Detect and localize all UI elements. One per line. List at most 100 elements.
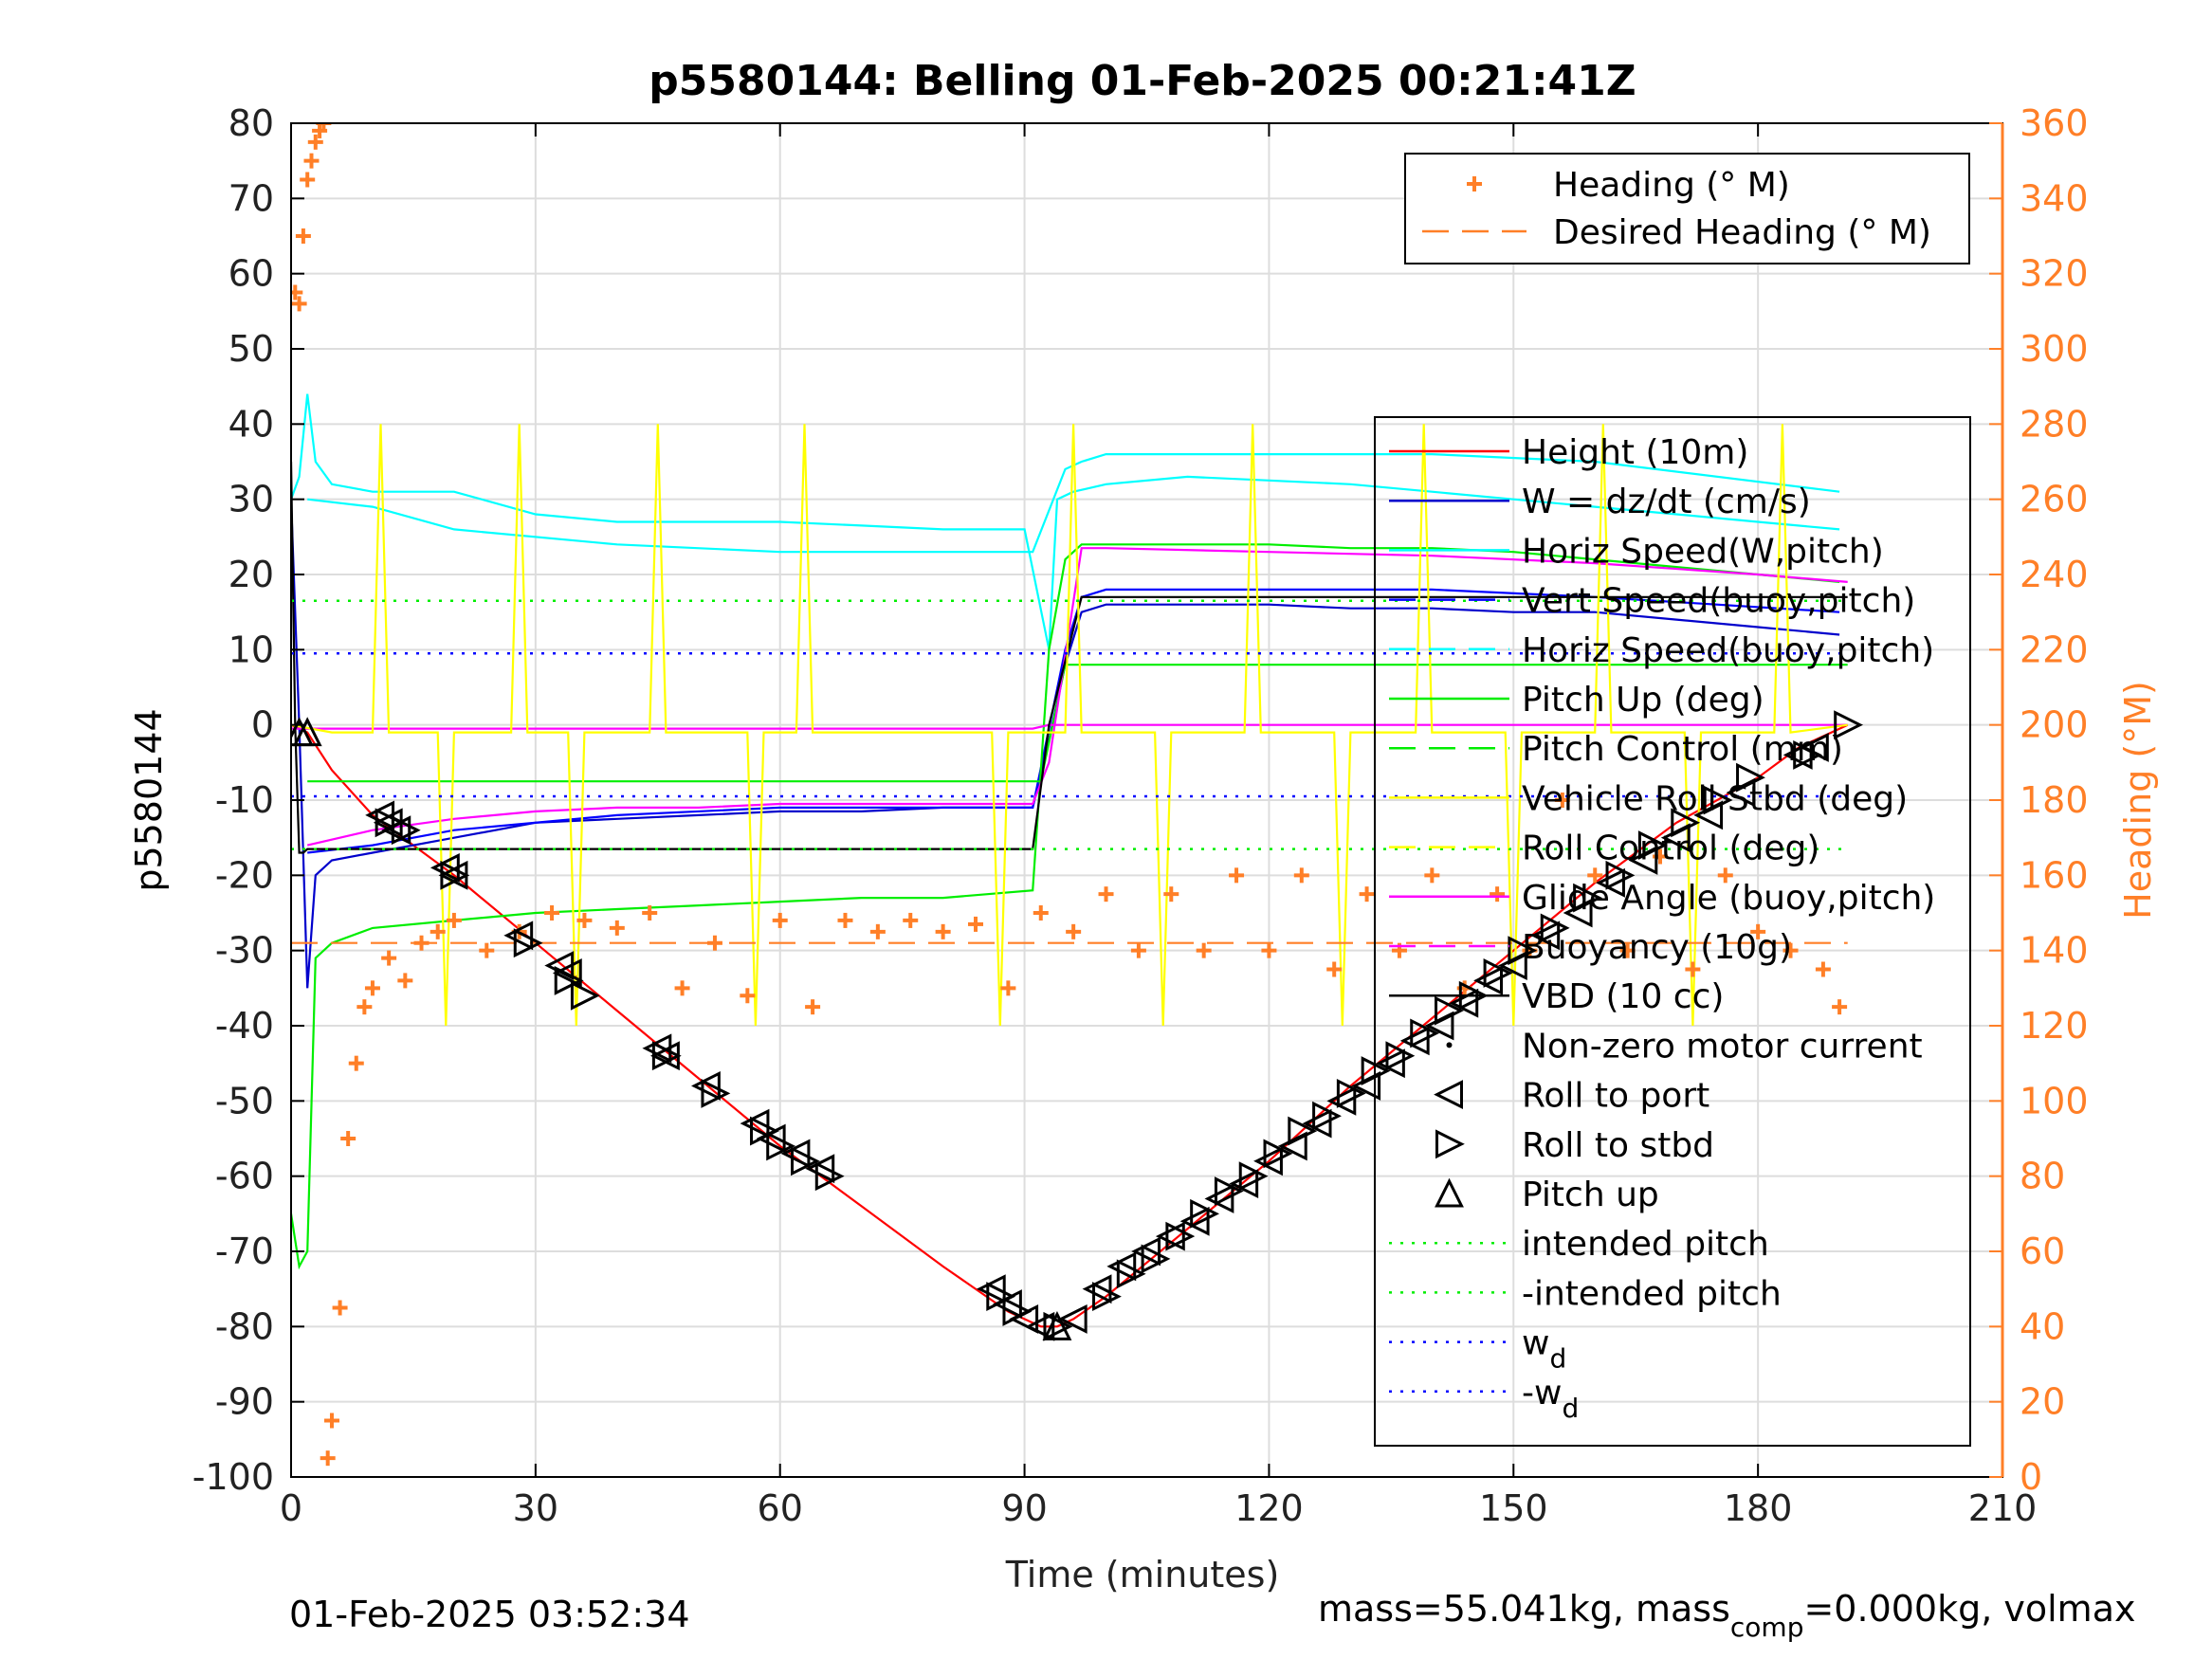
roll-stbd-marker [1043,1311,1073,1341]
y-tick-label-left: 70 [229,177,274,219]
main-legend-box [1374,416,1971,1447]
y-tick-label-right: 160 [2020,854,2089,896]
series-layer [291,123,1849,1467]
x-tick-label: 90 [1001,1487,1047,1529]
y-tick-label-right: 280 [2020,403,2089,445]
y-axis-label-left: p5580144 [128,708,170,891]
heading-legend-item: Heading (° M) [1467,166,1790,205]
heading-point [576,912,593,928]
main-legend-item: Height (10m) [1389,433,1748,472]
x-tick-label: 60 [758,1487,803,1529]
roll-stbd-marker [1483,958,1513,988]
heading-point [642,905,658,921]
roll-port-marker [1530,921,1561,951]
y-tick-label-left: -50 [215,1080,274,1121]
main-legend-item: wd [1389,1324,1566,1375]
heading-point [1359,886,1375,902]
roll-port-marker [1204,1184,1234,1213]
roll-stbd-marker [1671,808,1701,838]
main-legend: Height (10m) W = dz/dt (cm/s) Horiz Speed(… [1374,416,1971,1447]
main-legend-label: Roll to stbd [1522,1126,1714,1165]
roll-stbd-marker [766,1131,796,1161]
heading-point [340,1131,356,1146]
x-tick-label: 0 [280,1487,302,1529]
y-tick-label-right: 40 [2020,1305,2065,1347]
heading-point [1000,980,1016,996]
y-tick-label-left: -20 [215,854,274,896]
roll-stbd-marker [1214,1176,1244,1206]
roll-stbd-marker [1116,1259,1146,1289]
y-tick-label-left: -30 [215,930,274,972]
heading-point [291,284,303,301]
main-legend-label-sub: d [1562,1393,1579,1424]
roll-stbd-marker [651,1041,682,1071]
y-tick-label-right: 240 [2020,554,2089,595]
roll-port-marker [1179,1206,1210,1236]
series-line [291,393,1840,650]
heading-point [1424,867,1440,884]
roll-port-marker [976,1274,1006,1304]
heading-legend-box [1404,153,1970,264]
y-tick-label-left: -90 [215,1381,274,1423]
roll-port-marker [1302,1108,1332,1139]
y-tick-label-right: 140 [2020,930,2089,972]
legend-swatch [1434,1080,1463,1110]
heading-point [903,912,919,928]
series-line [291,723,1848,730]
main-legend-label-text: intended pitch [1522,1225,1769,1264]
roll-stbd-marker [1637,830,1668,861]
heading-point [397,973,413,989]
main-legend-label-text: W = dz/dt (cm/s) [1522,483,1811,521]
heading-point [1717,867,1733,884]
heading-point [1587,867,1603,884]
roll-port-marker [740,1108,770,1139]
main-legend-item: W = dz/dt (cm/s) [1389,483,1811,521]
y-tick-label-left: 0 [251,704,274,746]
main-legend-label: Buoyancy (10g) [1522,928,1792,967]
heading-point [303,153,320,169]
main-legend-label-text: Glide Angle (buoy,pitch) [1522,879,1935,918]
heading-point [1815,961,1831,977]
series-line [307,453,1840,554]
main-legend-item: Pitch Control (mm) [1389,730,1843,769]
main-legend-item: Roll to stbd [1435,1126,1714,1165]
roll-stbd-marker [1508,936,1538,966]
y-tick-label-right: 260 [2020,479,2089,520]
y-tick-label-left: -70 [215,1231,274,1272]
main-legend-label: Pitch up [1522,1176,1659,1214]
chart-title: p5580144: Belling 01-Feb-2025 00:21:41Z [649,57,1636,105]
roll-port-marker [1782,739,1813,770]
heading-point [1033,905,1049,921]
main-legend-item: Pitch Up (deg) [1389,681,1764,720]
roll-stbd-marker [1288,1116,1318,1146]
series-line [291,723,1849,1328]
main-legend-item: intended pitch [1389,1225,1769,1264]
main-legend-item: Roll Control (deg) [1389,830,1819,868]
roll-port-marker [1399,1026,1430,1056]
y-tick-label-left: -10 [215,779,274,821]
main-legend-label-text: Horiz Speed(buoy,pitch) [1522,631,1934,670]
roll-stbd-marker [750,1116,779,1146]
heading-point [1130,942,1146,958]
x-tick-label: 180 [1724,1487,1793,1529]
main-legend-label-text: Non-zero motor current [1522,1027,1923,1066]
heading-point [320,1450,336,1467]
x-tick-label: 210 [1968,1487,2038,1529]
footer-timestamp: 01-Feb-2025 03:52:34 [289,1594,690,1635]
roll-port-marker [1155,1221,1185,1251]
heading-point [772,912,788,928]
heading-point [295,228,311,244]
main-legend-label: intended pitch [1522,1225,1769,1264]
heading-point [837,912,853,928]
main-legend-label: Height (10m) [1522,433,1748,472]
roll-port-marker [1131,1236,1161,1267]
roll-stbd-marker [513,928,543,958]
legend-swatch [1435,1129,1465,1159]
main-legend-label: wd [1522,1324,1566,1375]
heading-point [1066,923,1082,939]
main-legend-label-text: Buoyancy (10g) [1522,928,1792,967]
y-tick-label-right: 80 [2020,1156,2065,1197]
roll-port-marker [1596,867,1625,898]
main-legend-item: Horiz Speed(W,pitch) [1389,532,1884,571]
y-tick-label-right: 20 [2020,1381,2065,1423]
